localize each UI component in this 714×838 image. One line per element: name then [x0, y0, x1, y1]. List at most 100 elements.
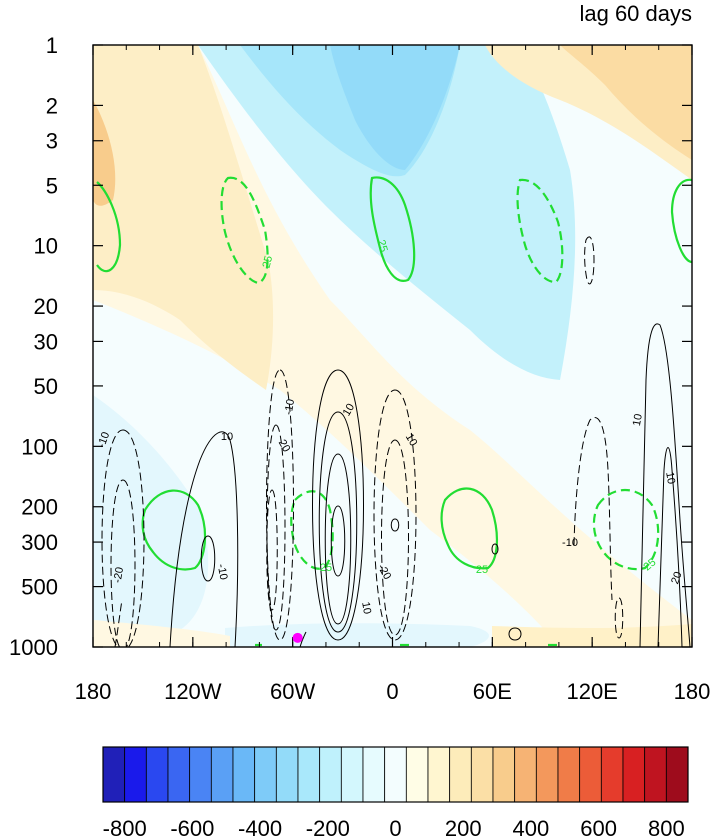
- black-contour-11: [110, 479, 136, 647]
- shading-region-11: [93, 620, 230, 647]
- contour-label-4: -10: [215, 563, 230, 581]
- contour-label-6: 10: [403, 432, 420, 449]
- colorbar-swatch: [427, 746, 451, 803]
- colorbar-swatch: [319, 746, 342, 803]
- y-tick-label: 300: [21, 530, 58, 555]
- contour-label-7: -20: [112, 566, 127, 584]
- x-tick-label: 0: [386, 679, 398, 704]
- colorbar-swatch: [535, 746, 559, 803]
- shading-region-10: [225, 623, 489, 647]
- contour-label-10: -10: [562, 537, 578, 549]
- colorbar-label: 400: [513, 816, 550, 838]
- colorbar-swatch: [405, 746, 429, 803]
- colorbar-swatch: [492, 746, 516, 803]
- x-tick-label: 60E: [473, 679, 512, 704]
- black-contour-16: [573, 417, 613, 601]
- y-tick-label: 30: [34, 329, 58, 354]
- contour-label-17: 25: [476, 564, 488, 576]
- black-contour-5: [266, 424, 286, 631]
- green-contour-0: [96, 181, 122, 273]
- colorbar-swatch: [600, 746, 624, 803]
- shading-region-2: [93, 100, 116, 206]
- contour-label-13: 20: [669, 570, 684, 586]
- location-marker: [292, 632, 303, 643]
- black-contour-20: [491, 543, 499, 555]
- contour-label-9: 10: [359, 601, 373, 615]
- y-tick-label: 5: [46, 173, 58, 198]
- y-tick-label: 100: [21, 434, 58, 459]
- contour-label-1: 10: [221, 431, 233, 443]
- green-contour-3: [516, 178, 564, 284]
- x-tick-label: 120E: [566, 679, 617, 704]
- y-tick-label: 500: [21, 575, 58, 600]
- shading-region-1: [93, 45, 274, 390]
- colorbar-swatch: [470, 746, 494, 803]
- black-contour-1: [318, 411, 358, 633]
- colorbar-swatch: [210, 746, 234, 803]
- colorbar-swatch: [232, 746, 256, 803]
- colorbar-swatch: [579, 746, 602, 803]
- green-contour-2: [369, 176, 416, 282]
- x-tick-label: 120W: [164, 679, 222, 704]
- colorbar-swatch: [167, 746, 191, 803]
- contour-label-11: 10: [631, 413, 645, 427]
- colorbar-label: 0: [389, 816, 401, 838]
- x-tick-labels: 180 120W 60W 0 60E 120E 180: [75, 679, 711, 704]
- black-contour-4: [266, 369, 294, 641]
- contour-label-2: -10: [283, 398, 298, 416]
- black-contour-15: [657, 447, 683, 647]
- black-contours: [101, 236, 691, 647]
- shading-region-3: [198, 45, 692, 300]
- black-contour-17: [584, 236, 595, 285]
- colorbar-swatch: [124, 746, 147, 803]
- colorbar-label: 800: [648, 816, 685, 838]
- colorbar-label: -200: [306, 816, 350, 838]
- colorbar-swatch: [514, 746, 537, 803]
- colorbar-label: -400: [238, 816, 282, 838]
- colorbar-swatch: [189, 746, 212, 803]
- colorbar-frame: [102, 746, 689, 803]
- black-contour-22: [299, 631, 307, 647]
- colorbar-label: 600: [580, 816, 617, 838]
- green-contour-5: [141, 489, 207, 571]
- colorbar-swatch: [384, 746, 407, 803]
- y-tick-label: 1: [46, 33, 58, 58]
- colorbar-swatch: [297, 746, 321, 803]
- colorbar-swatch: [644, 746, 667, 803]
- green-contour-4: [670, 178, 692, 264]
- black-contour-8: [381, 439, 409, 636]
- contour-label-16: 25: [320, 562, 332, 574]
- shading-region-9: [93, 395, 209, 633]
- y-tick-labels: 1 2 3 5 10 20 30 50 100 200 300 500 1000: [9, 33, 58, 660]
- green-contours: [96, 176, 692, 647]
- chart-title: lag 60 days: [579, 1, 692, 26]
- colorbar-swatch: [557, 746, 581, 803]
- x-tick-label: 180: [674, 679, 711, 704]
- green-contour-7: [440, 487, 499, 570]
- x-tick-label: 60W: [270, 679, 315, 704]
- x-tick-label: 180: [75, 679, 112, 704]
- black-contour-3: [330, 505, 346, 577]
- black-contour-7: [373, 389, 417, 641]
- black-contour-0: [312, 369, 364, 641]
- black-contour-14: [639, 323, 691, 647]
- black-contour-19: [508, 627, 522, 641]
- green-contour-8: [592, 489, 660, 571]
- colorbar-swatch: [449, 746, 472, 803]
- colorbar-swatch: [102, 746, 126, 803]
- y-tick-label: 50: [34, 374, 58, 399]
- green-contour-1: [220, 176, 269, 285]
- y-tick-label: 10: [34, 234, 58, 259]
- colorbar-labels: -800 -600 -400 -200 0 200 400 600 800: [103, 816, 685, 838]
- colorbar-swatch: [362, 746, 386, 803]
- black-contour-12: [169, 431, 239, 647]
- colorbar-swatch: [145, 746, 169, 803]
- y-tick-label: 200: [21, 495, 58, 520]
- colorbar-label: -800: [103, 816, 147, 838]
- colorbar-swatch: [340, 746, 364, 803]
- black-contour-9: [390, 518, 400, 532]
- axis-ticks: [92, 44, 693, 648]
- black-contour-13: [200, 535, 216, 582]
